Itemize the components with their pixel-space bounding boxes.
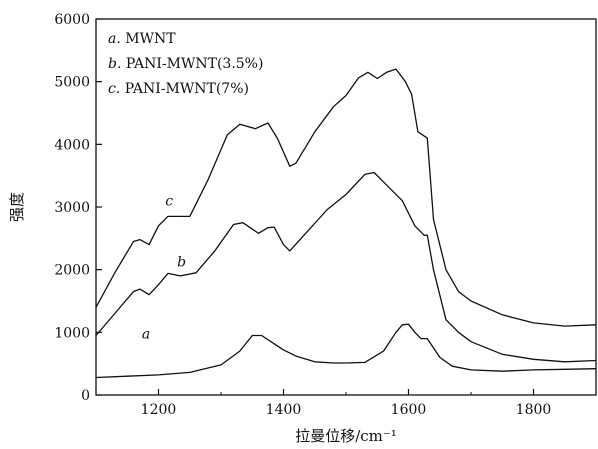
legend-entry: b. PANI-MWNT(3.5%) xyxy=(108,56,263,72)
y-axis-label: 强度 xyxy=(8,192,26,222)
x-tick-label: 1600 xyxy=(391,402,427,418)
series-tag-a: a xyxy=(142,327,150,343)
y-tick-label: 2000 xyxy=(54,263,90,279)
x-tick-label: 1800 xyxy=(516,402,552,418)
legend-entry: a. MWNT xyxy=(108,31,176,47)
series-tag-c: c xyxy=(165,194,173,210)
series-line-c xyxy=(95,68,597,327)
axis-ticks: 1200 1400 1600 1800 0 1000 2000 3000 4000 5000 600… xyxy=(54,12,551,418)
legend-letter: b. xyxy=(108,56,126,72)
y-tick-label: 3000 xyxy=(54,200,90,216)
legend-label: PANI-MWNT(7%) xyxy=(125,81,249,97)
legend-entry: c. PANI-MWNT(7%) xyxy=(108,81,249,97)
y-tick-label: 5000 xyxy=(54,75,90,91)
series-lines xyxy=(95,68,597,379)
legend-label: MWNT xyxy=(125,31,176,47)
x-tick-label: 1200 xyxy=(141,402,177,418)
series-tag-b: b xyxy=(177,255,186,271)
series-line-b xyxy=(95,171,597,363)
legend-letter: c. xyxy=(108,81,125,97)
legend-label: PANI-MWNT(3.5%) xyxy=(126,56,264,72)
series-line-a xyxy=(95,323,597,379)
y-tick-label: 0 xyxy=(81,388,90,404)
x-tick-label: 1400 xyxy=(266,402,302,418)
y-tick-label: 1000 xyxy=(54,325,90,341)
series-tags: a b c xyxy=(142,194,186,343)
legend-letter: a. xyxy=(108,31,125,47)
y-tick-label: 6000 xyxy=(54,12,90,28)
y-tick-label: 4000 xyxy=(54,137,90,153)
x-axis-label: 拉曼位移/cm⁻¹ xyxy=(295,427,397,445)
